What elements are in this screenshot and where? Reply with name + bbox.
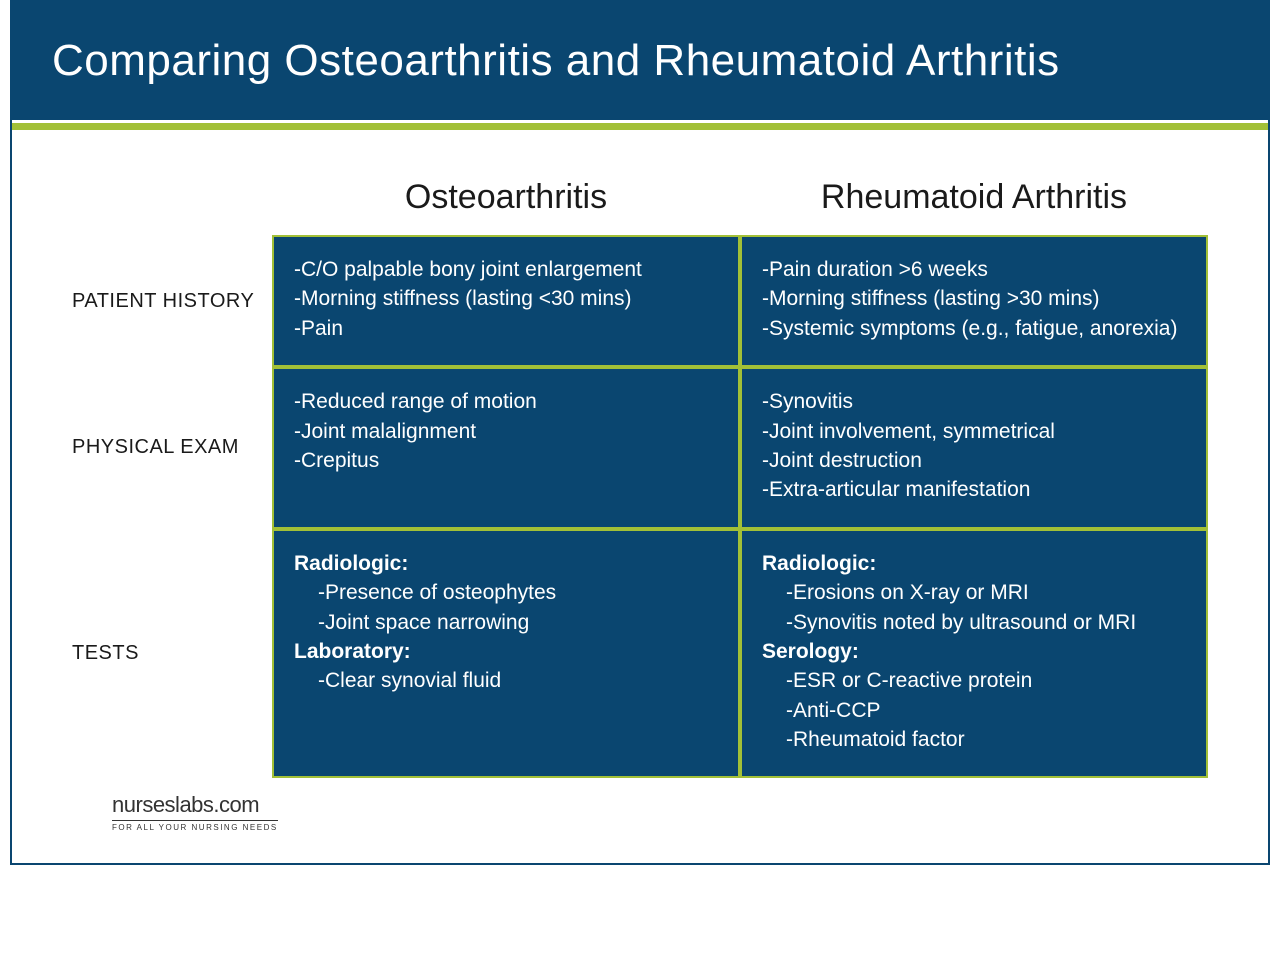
row-label-physical-exam: PHYSICAL EXAM	[72, 367, 272, 529]
cell-line: -ESR or C-reactive protein	[762, 666, 1186, 695]
row-label-patient-history: PATIENT HISTORY	[72, 235, 272, 367]
cell-osteo-tests: Radiologic:-Presence of osteophytes-Join…	[272, 529, 740, 779]
cell-line: Radiologic:	[762, 549, 1186, 578]
cell-line: -Joint destruction	[762, 446, 1186, 475]
cell-line: -Anti-CCP	[762, 696, 1186, 725]
cell-line: -Joint involvement, symmetrical	[762, 417, 1186, 446]
cell-rheum-physical-exam: -Synovitis-Joint involvement, symmetrica…	[740, 367, 1208, 529]
cell-line: -Pain duration >6 weeks	[762, 255, 1186, 284]
cell-line: -C/O palpable bony joint enlargement	[294, 255, 718, 284]
cell-line: Laboratory:	[294, 637, 718, 666]
cell-line: -Systemic symptoms (e.g., fatigue, anore…	[762, 314, 1186, 343]
cell-osteo-physical-exam: -Reduced range of motion-Joint malalignm…	[272, 367, 740, 529]
title-band: Comparing Osteoarthritis and Rheumatoid …	[12, 2, 1268, 120]
cell-line: -Crepitus	[294, 446, 718, 475]
cell-line: -Reduced range of motion	[294, 387, 718, 416]
cell-line: Serology:	[762, 637, 1186, 666]
column-header-osteo: Osteoarthritis	[272, 170, 740, 235]
infographic-frame: Comparing Osteoarthritis and Rheumatoid …	[10, 0, 1270, 865]
blank-corner	[72, 170, 272, 235]
cell-line: -Clear synovial fluid	[294, 666, 718, 695]
brand-text-segment: n	[112, 792, 124, 817]
cell-line: -Joint space narrowing	[294, 608, 718, 637]
cell-line: -Presence of osteophytes	[294, 578, 718, 607]
comparison-table: Osteoarthritis Rheumatoid Arthritis PATI…	[72, 170, 1208, 778]
page-title: Comparing Osteoarthritis and Rheumatoid …	[52, 36, 1228, 86]
brand-text-segment: rseslabs	[136, 792, 214, 817]
cell-line: -Rheumatoid factor	[762, 725, 1186, 754]
cell-osteo-patient-history: -C/O palpable bony joint enlargement-Mor…	[272, 235, 740, 367]
cell-line: -Extra-articular manifestation	[762, 475, 1186, 504]
footer-logo: nurseslabs.com FOR ALL YOUR NURSING NEED…	[72, 778, 1208, 843]
content-area: Osteoarthritis Rheumatoid Arthritis PATI…	[12, 130, 1268, 863]
cell-line: -Synovitis	[762, 387, 1186, 416]
cell-line: Radiologic:	[294, 549, 718, 578]
cell-line: -Synovitis noted by ultrasound or MRI	[762, 608, 1186, 637]
brand-text-segment: .com	[213, 792, 259, 817]
cell-rheum-patient-history: -Pain duration >6 weeks-Morning stiffnes…	[740, 235, 1208, 367]
cell-line: -Pain	[294, 314, 718, 343]
cell-line: -Joint malalignment	[294, 417, 718, 446]
brand-tagline: FOR ALL YOUR NURSING NEEDS	[112, 820, 278, 832]
cell-line: -Morning stiffness (lasting <30 mins)	[294, 284, 718, 313]
column-header-rheum: Rheumatoid Arthritis	[740, 170, 1208, 235]
cell-rheum-tests: Radiologic:-Erosions on X-ray or MRI-Syn…	[740, 529, 1208, 779]
cell-line: -Erosions on X-ray or MRI	[762, 578, 1186, 607]
accent-bar	[12, 120, 1268, 130]
brand-name: nurseslabs.com	[112, 792, 259, 817]
brand-text-segment: u	[124, 792, 136, 817]
row-label-tests: TESTS	[72, 529, 272, 779]
cell-line: -Morning stiffness (lasting >30 mins)	[762, 284, 1186, 313]
